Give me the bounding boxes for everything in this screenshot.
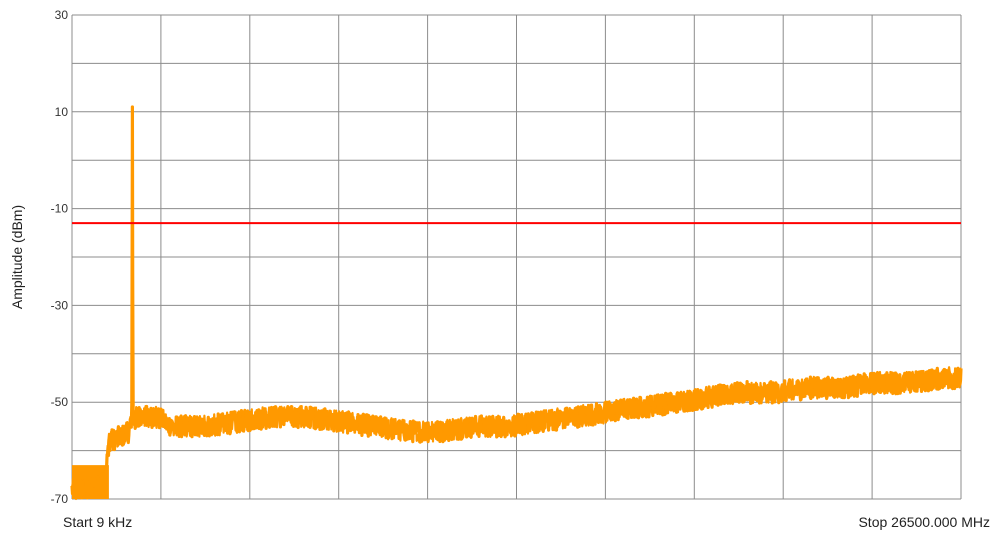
- y-tick-label: 30: [55, 8, 69, 22]
- y-tick-label: -50: [51, 395, 69, 409]
- grid: [71, 14, 962, 500]
- y-tick-label: -30: [51, 298, 69, 312]
- traces: [70, 105, 963, 501]
- y-tick-label: 10: [55, 105, 69, 119]
- x-start-label: Start 9 kHz: [63, 514, 132, 530]
- trace-spectrum-max: [70, 167, 963, 501]
- y-tick-label: -10: [51, 202, 69, 216]
- y-axis-title: Amplitude (dBm): [9, 205, 25, 309]
- x-stop-label: Stop 26500.000 MHz: [858, 514, 990, 530]
- y-tick-labels: 30 10 -10 -30 -50 -70: [51, 8, 69, 506]
- y-tick-label: -70: [51, 492, 69, 506]
